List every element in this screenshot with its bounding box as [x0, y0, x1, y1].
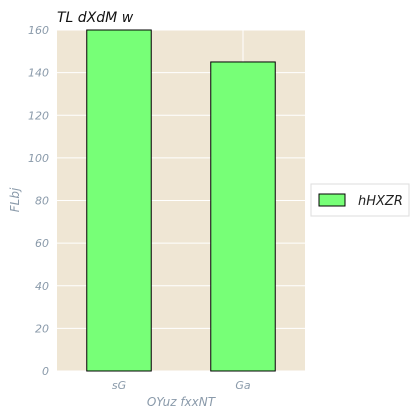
legend-label: hHXZR [358, 194, 403, 209]
y-axis-label: FLbj [8, 187, 22, 212]
legend: hHXZR [310, 183, 410, 217]
y-tick-label: 60 [35, 237, 49, 250]
y-tick-label: 160 [28, 24, 49, 37]
y-tick-label: 120 [28, 109, 49, 122]
x-tick-label: sG [112, 379, 126, 392]
x-tick-label: Ga [235, 379, 251, 392]
y-tick-label: 20 [35, 322, 49, 335]
x-axis-label: OYuz fxxNT [147, 395, 217, 409]
y-tick-label: 80 [35, 195, 49, 208]
y-tick-label: 100 [28, 152, 49, 165]
y-tick-label: 40 [35, 280, 49, 293]
x-tick-labels: sG Ga [112, 379, 251, 392]
y-tick-label: 0 [42, 365, 49, 378]
legend-swatch [318, 193, 346, 207]
y-tick-label: 140 [28, 67, 49, 80]
bar-Ga [210, 61, 276, 372]
y-tick-labels: 0 20 40 60 80 100 120 140 160 [28, 24, 49, 378]
bars [86, 29, 276, 372]
chart-title: TL dXdM w [57, 10, 134, 26]
bar-sG [86, 29, 152, 372]
